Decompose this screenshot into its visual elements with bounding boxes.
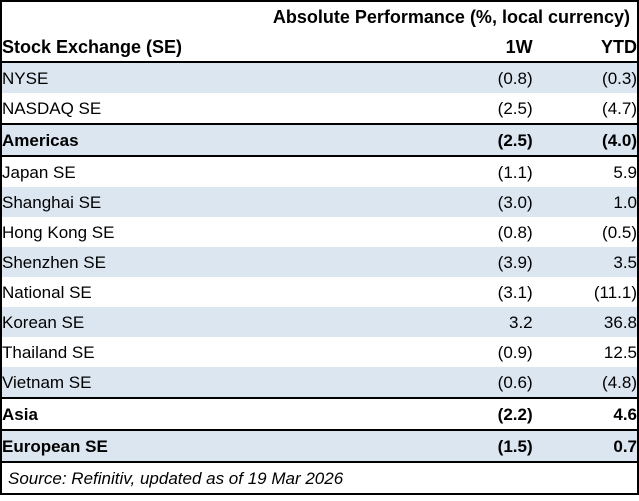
row-value-1w: 3.2 — [426, 307, 533, 337]
table-row: NYSE (0.8) (0.3) — [1, 62, 638, 93]
row-label: Korean SE — [1, 307, 427, 337]
row-label: European SE — [1, 430, 427, 463]
table-row: Americas (2.5) (4.0) — [1, 123, 638, 157]
row-value-ytd: (4.7) — [602, 98, 637, 118]
table-row: Asia (2.2) 4.6 — [1, 397, 638, 431]
row-value-ytd: (0.5) — [602, 222, 637, 242]
row-value-ytd: (11.1) — [593, 282, 637, 302]
row-value-1w: (2.5) — [497, 98, 533, 118]
table-row: Hong Kong SE (0.8) (0.5) — [1, 217, 638, 247]
row-value-1w: (3.1) — [497, 282, 533, 302]
table-row: Thailand SE (0.9) 12.5 — [1, 337, 638, 367]
row-value-1w: (0.6) — [426, 367, 533, 398]
row-label: Vietnam SE — [1, 367, 427, 398]
row-value-1w: (3.0) — [426, 187, 533, 217]
row-value-ytd: 5.9 — [613, 162, 637, 182]
row-value-1w: (0.8) — [426, 62, 533, 93]
row-label: Shanghai SE — [1, 187, 427, 217]
row-label: Shenzhen SE — [1, 247, 427, 277]
table-row: Shanghai SE (3.0) 1.0 — [1, 187, 638, 217]
row-value-ytd: (0.3) — [532, 62, 638, 93]
table-row: Korean SE 3.2 36.8 — [1, 307, 638, 337]
row-value-ytd: 0.7 — [532, 430, 638, 463]
row-label: Japan SE — [2, 162, 76, 182]
table-row: European SE (1.5) 0.7 — [1, 430, 638, 463]
table-row: Japan SE (1.1) 5.9 — [1, 156, 638, 187]
row-value-ytd: 12.5 — [603, 342, 637, 362]
source-row: Source: Refinitiv, updated as of 19 Mar … — [1, 462, 638, 494]
row-value-ytd: 3.5 — [532, 247, 638, 277]
row-label: Americas — [1, 123, 427, 157]
row-value-1w: (3.9) — [426, 247, 533, 277]
row-label: Asia — [1, 397, 427, 431]
row-label: Hong Kong SE — [2, 222, 115, 242]
row-value-ytd: 36.8 — [532, 307, 638, 337]
table-row: Vietnam SE (0.6) (4.8) — [1, 367, 638, 398]
table-title-row: Absolute Performance (%, local currency) — [1, 1, 638, 32]
row-value-1w: (2.2) — [426, 397, 533, 431]
source-note: Source: Refinitiv, updated as of 19 Mar … — [8, 468, 344, 488]
row-label: NASDAQ SE — [2, 98, 102, 118]
row-value-1w: (1.1) — [497, 162, 533, 182]
row-value-ytd: 1.0 — [532, 187, 638, 217]
table-title: Absolute Performance (%, local currency) — [272, 7, 630, 27]
row-label: Thailand SE — [2, 342, 95, 362]
row-value-1w: (0.8) — [497, 222, 533, 242]
row-value-1w: (0.9) — [497, 342, 533, 362]
column-header-1w: 1W — [426, 32, 533, 63]
row-value-1w: (2.5) — [426, 123, 533, 157]
row-value-ytd: (4.8) — [532, 367, 638, 398]
table-header-row: Stock Exchange (SE) 1W YTD — [1, 32, 638, 63]
table-row: National SE (3.1) (11.1) — [1, 277, 638, 307]
row-label: National SE — [2, 282, 92, 302]
row-label: NYSE — [1, 62, 427, 93]
row-value-ytd: (4.0) — [532, 123, 638, 157]
column-header-ytd: YTD — [532, 32, 638, 63]
table-row: Shenzhen SE (3.9) 3.5 — [1, 247, 638, 277]
column-header-stock-exchange: Stock Exchange (SE) — [1, 32, 427, 63]
table-row: NASDAQ SE (2.5) (4.7) — [1, 93, 638, 124]
row-value-ytd: 4.6 — [532, 397, 638, 431]
row-value-1w: (1.5) — [426, 430, 533, 463]
